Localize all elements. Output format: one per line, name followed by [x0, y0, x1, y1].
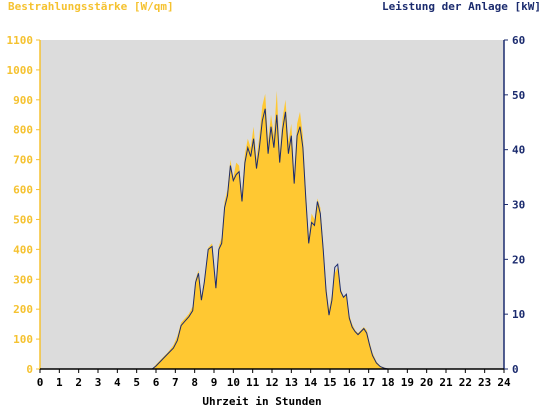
- x-tick-label: 24: [497, 376, 511, 389]
- x-tick-label: 4: [114, 376, 121, 389]
- x-tick-label: 3: [95, 376, 102, 389]
- x-tick-label: 2: [75, 376, 82, 389]
- left-tick-label: 700: [13, 154, 33, 167]
- x-axis-title: Uhrzeit in Stunden: [202, 395, 321, 408]
- x-tick-label: 1: [56, 376, 63, 389]
- x-tick-label: 5: [133, 376, 140, 389]
- x-tick-label: 15: [323, 376, 336, 389]
- x-tick-label: 20: [420, 376, 433, 389]
- left-tick-label: 0: [26, 363, 33, 376]
- right-tick-label: 50: [512, 89, 525, 102]
- x-tick-label: 8: [191, 376, 198, 389]
- right-tick-label: 60: [512, 34, 525, 47]
- left-axis-title: Bestrahlungsstärke [W/qm]: [8, 0, 174, 13]
- x-tick-label: 17: [362, 376, 375, 389]
- right-axis-title: Leistung der Anlage [kW]: [382, 0, 541, 13]
- power-line-series-0: [40, 108, 504, 370]
- left-tick-label: 1000: [7, 64, 34, 77]
- x-tick-label: 22: [459, 376, 472, 389]
- left-tick-label: 100: [13, 333, 33, 346]
- left-tick-label: 1100: [7, 34, 34, 47]
- ticks-layer: 0100200300400500600700800900100011000102…: [7, 34, 526, 389]
- left-tick-label: 600: [13, 184, 33, 197]
- x-tick-label: 21: [439, 376, 453, 389]
- left-tick-label: 300: [13, 273, 33, 286]
- x-tick-label: 6: [153, 376, 160, 389]
- x-tick-label: 16: [343, 376, 357, 389]
- x-tick-label: 7: [172, 376, 179, 389]
- x-tick-label: 19: [401, 376, 414, 389]
- x-tick-label: 23: [478, 376, 491, 389]
- right-tick-label: 20: [512, 253, 525, 266]
- x-tick-label: 0: [37, 376, 44, 389]
- right-tick-label: 10: [512, 308, 525, 321]
- left-tick-label: 900: [13, 94, 33, 107]
- right-tick-label: 40: [512, 144, 525, 157]
- x-tick-label: 9: [211, 376, 218, 389]
- x-tick-label: 18: [381, 376, 394, 389]
- left-tick-label: 200: [13, 303, 33, 316]
- x-tick-label: 14: [304, 376, 318, 389]
- x-tick-label: 11: [246, 376, 260, 389]
- x-tick-label: 12: [265, 376, 278, 389]
- right-tick-label: 0: [512, 363, 519, 376]
- series-layer: [40, 90, 504, 370]
- right-tick-label: 30: [512, 199, 525, 212]
- left-tick-label: 800: [13, 124, 33, 137]
- x-tick-label: 10: [227, 376, 240, 389]
- left-tick-label: 400: [13, 243, 33, 256]
- x-tick-label: 13: [285, 376, 298, 389]
- left-tick-label: 500: [13, 213, 33, 226]
- irradiance-area-series-0: [40, 90, 504, 370]
